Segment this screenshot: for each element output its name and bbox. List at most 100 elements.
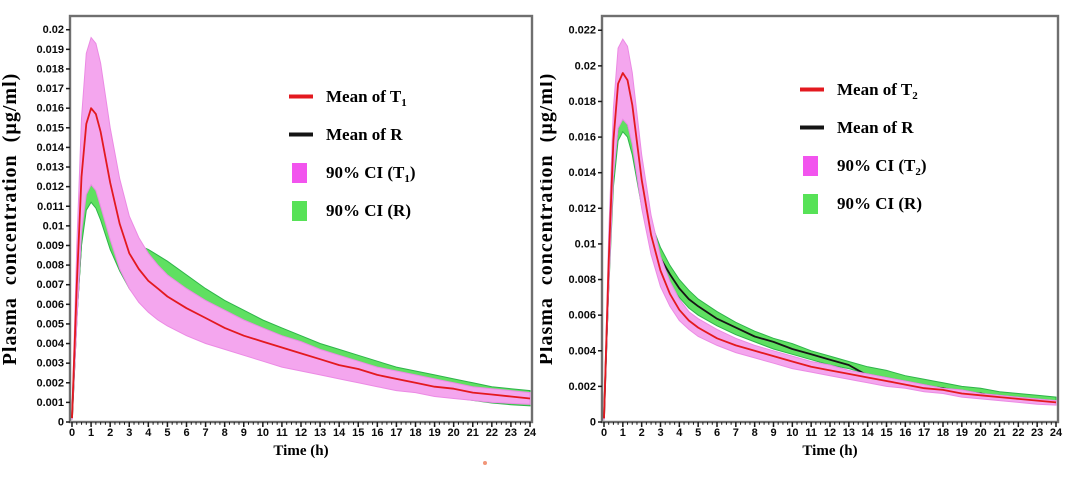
y-tick-label: 0.002: [36, 377, 64, 389]
y-tick-label: 0.012: [568, 203, 596, 215]
legend-label: Mean of R: [837, 118, 914, 137]
x-tick-label: 21: [993, 427, 1005, 439]
x-tick-label: 4: [145, 427, 152, 439]
left-chart-mean-line-t1: [71, 107, 531, 419]
legend-label: 90% CI (R): [837, 194, 922, 213]
x-tick-label: 10: [257, 427, 269, 439]
y-tick-label: 0.01: [43, 220, 64, 232]
legend-label: Mean of T2: [837, 80, 918, 102]
x-tick-label: 2: [639, 427, 645, 439]
y-axis-title: Plasma concentration (µg/ml): [540, 73, 557, 366]
y-tick-label: 0.004: [36, 338, 64, 350]
x-tick-label: 14: [862, 427, 875, 439]
y-tick-label: 0.007: [36, 279, 64, 291]
legend-label: 90% CI (T2): [837, 156, 927, 178]
legend-swatch-rect: [803, 194, 818, 214]
y-tick-label: 0.011: [37, 201, 64, 213]
legend-swatch-rect: [292, 163, 307, 183]
x-tick-label: 4: [676, 427, 683, 439]
y-tick-label: 0.014: [568, 167, 596, 179]
x-tick-label: 19: [956, 427, 968, 439]
left-chart-svg: 0 0.001 0.002 0.003 0.004 0.005 0.006 0.007 0.00…: [0, 14, 537, 459]
x-tick-label: 17: [918, 427, 930, 439]
x-tick-label: 6: [714, 427, 720, 439]
y-tick-label: 0.02: [575, 60, 596, 72]
x-tick-label: 14: [333, 427, 346, 439]
x-tick-label: 11: [276, 427, 288, 439]
x-tick-label: 20: [975, 427, 987, 439]
y-tick-label: 0: [58, 417, 64, 429]
x-tick-label: 5: [695, 427, 701, 439]
x-tick-label: 24: [1050, 427, 1063, 439]
y-tick-label: 0.017: [36, 83, 64, 95]
y-tick-label: 0.003: [36, 358, 64, 370]
y-tick-label: 0.008: [568, 274, 596, 286]
y-tick-label: 0.016: [36, 103, 64, 115]
y-tick-label: 0.015: [36, 122, 64, 134]
y-tick-label: 0.016: [568, 132, 596, 144]
right-chart-ci-band-t2: [603, 38, 1057, 421]
x-tick-label: 1: [620, 427, 626, 439]
x-tick-label: 18: [937, 427, 949, 439]
y-tick-label: 0.018: [568, 96, 596, 108]
y-tick-label: 0.001: [36, 397, 64, 409]
right-chart-panel: 0 0.002 0.004 0.006 0.008 0.01 0.012 0.014 0.016…: [540, 0, 1080, 479]
y-tick-label: 0.005: [36, 318, 64, 330]
x-tick-label: 23: [505, 427, 517, 439]
x-tick-label: 22: [486, 427, 498, 439]
x-tick-label: 2: [107, 427, 113, 439]
y-tick-label: 0: [590, 417, 596, 429]
x-tick-label: 3: [126, 427, 132, 439]
y-tick-label: 0.006: [36, 299, 64, 311]
x-tick-label: 1: [88, 427, 94, 439]
artifact-dot: [483, 461, 487, 465]
x-tick-label: 10: [786, 427, 798, 439]
left-chart-ci-band-t1: [71, 36, 531, 421]
y-tick-label: 0.019: [36, 44, 64, 56]
x-tick-label: 8: [752, 427, 758, 439]
x-tick-label: 17: [390, 427, 402, 439]
y-tick-label: 0.009: [36, 240, 64, 252]
y-tick-label: 0.006: [568, 310, 596, 322]
x-tick-label: 7: [203, 427, 209, 439]
x-tick-label: 13: [314, 427, 326, 439]
y-tick-label: 0.002: [568, 381, 596, 393]
y-tick-label: 0.01: [575, 238, 596, 250]
x-tick-label: 18: [409, 427, 421, 439]
legend-label: Mean of T1: [326, 87, 407, 109]
right-chart-svg: 0 0.002 0.004 0.006 0.008 0.01 0.012 0.014 0.016…: [540, 14, 1063, 459]
x-tick-label: 0: [69, 427, 75, 439]
y-tick-label: 0.013: [36, 162, 64, 174]
x-tick-label: 13: [843, 427, 855, 439]
y-tick-label: 0.014: [36, 142, 64, 154]
x-tick-label: 3: [657, 427, 663, 439]
x-axis-title: Time (h): [802, 443, 857, 459]
legend-swatch-rect: [292, 201, 307, 221]
y-tick-label: 0.008: [36, 260, 64, 272]
x-tick-label: 15: [352, 427, 364, 439]
y-tick-label: 0.012: [36, 181, 64, 193]
x-tick-label: 16: [899, 427, 911, 439]
left-chart-panel: 0 0.001 0.002 0.003 0.004 0.005 0.006 0.007 0.00…: [0, 14, 537, 459]
x-tick-label: 19: [428, 427, 440, 439]
x-tick-label: 15: [880, 427, 892, 439]
x-tick-label: 8: [222, 427, 228, 439]
x-tick-label: 5: [164, 427, 170, 439]
x-tick-label: 24: [524, 427, 537, 439]
x-tick-label: 21: [467, 427, 479, 439]
x-tick-label: 7: [733, 427, 739, 439]
legend-label: 90% CI (R): [326, 201, 411, 220]
x-tick-label: 20: [448, 427, 460, 439]
legend-swatch-rect: [803, 156, 818, 176]
y-tick-label: 0.018: [36, 63, 64, 75]
x-tick-label: 9: [770, 427, 776, 439]
x-tick-label: 0: [601, 427, 607, 439]
x-tick-label: 16: [371, 427, 383, 439]
x-tick-label: 12: [295, 427, 307, 439]
x-tick-label: 9: [241, 427, 247, 439]
x-axis-title: Time (h): [273, 443, 328, 459]
x-tick-label: 6: [183, 427, 189, 439]
legend-label: Mean of R: [326, 125, 403, 144]
x-tick-label: 12: [824, 427, 836, 439]
